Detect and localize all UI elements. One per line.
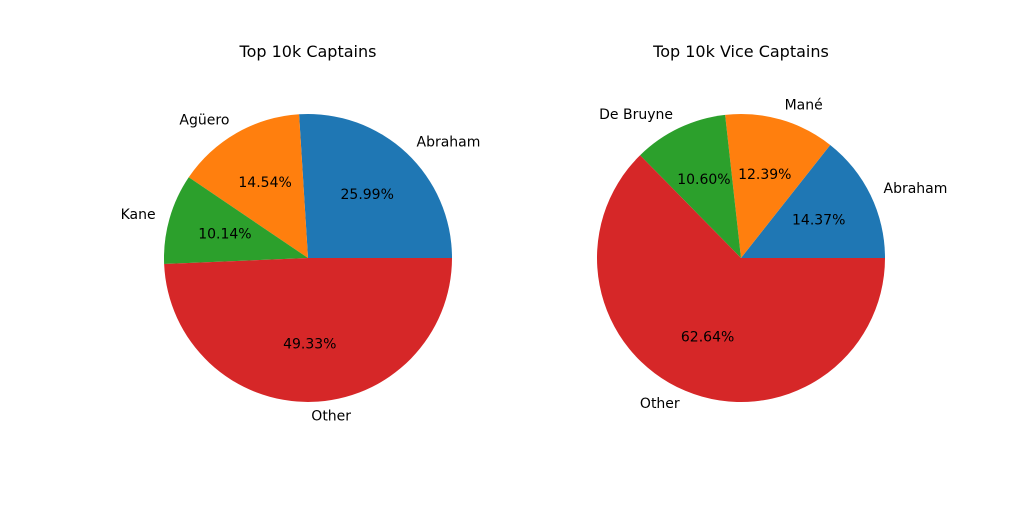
captains-pie-chart: Top 10k Captains Abraham 25.99% Agüero 14.5… [121,42,481,424]
slice-label-mane: Mané [785,98,823,114]
slice-label-kane: Kane [121,207,156,223]
slice-percent-de-bruyne: 10.60% [677,172,730,188]
slice-percent-other: 62.64% [681,330,734,346]
slice-percent-other: 49.33% [283,336,336,352]
pie-slice-kane [164,177,308,265]
slice-label-abraham: Abraham [884,181,948,197]
chart-title: Top 10k Captains [239,42,377,61]
pie-slice-abraham [299,114,452,258]
pie-slice-other [164,258,452,402]
pie-slices [164,114,452,402]
pie-slice-mane [725,113,831,258]
slice-label-de-bruyne: De Bruyne [599,107,673,123]
pie-slice-aguero [188,114,308,258]
slice-label-other: Other [640,396,680,412]
slice-label-abraham: Abraham [417,135,481,151]
slice-percent-abraham: 14.37% [792,212,845,228]
chart-title: Top 10k Vice Captains [652,42,829,61]
slice-percent-kane: 10.14% [198,226,251,242]
slice-label-other: Other [311,408,351,424]
slice-percent-aguero: 14.54% [238,175,291,191]
vice-captains-pie-chart: Top 10k Vice Captains Abraham 14.37% Mané 1… [597,42,947,412]
pie-labels: Abraham 25.99% Agüero 14.54% Kane 10.14% Other… [121,113,481,425]
pie-slices [597,113,885,402]
slice-percent-abraham: 25.99% [341,187,394,203]
pie-slice-other [597,155,885,402]
pie-labels: Abraham 14.37% Mané 12.39% De Bruyne 10.60% Ot… [599,98,947,412]
slice-label-aguero: Agüero [179,113,229,129]
pie-slice-de-bruyne [640,114,741,258]
slice-percent-mane: 12.39% [738,167,791,183]
pie-slice-abraham [741,144,885,258]
